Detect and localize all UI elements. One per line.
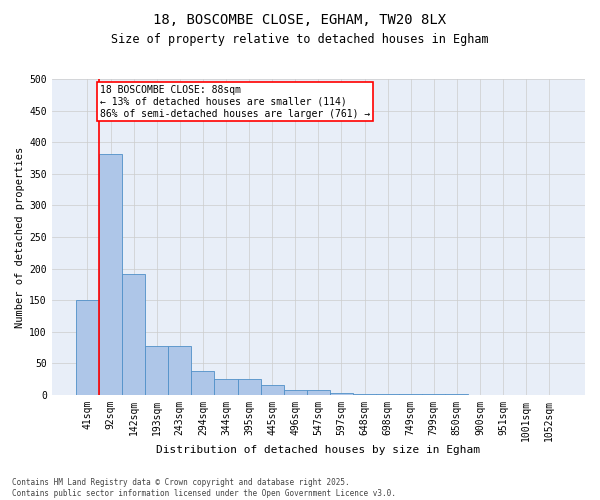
Bar [99,154,122,395]
Bar [399,394,422,395]
Y-axis label: Number of detached properties: Number of detached properties [15,146,25,328]
Text: 18 BOSCOMBE CLOSE: 88sqm
← 13% of detached houses are smaller (114)
86% of semi-: 18 BOSCOMBE CLOSE: 88sqm ← 13% of detach… [100,86,370,118]
Bar [422,394,445,395]
Bar [260,384,284,395]
Bar [168,346,191,395]
Bar [284,390,307,395]
X-axis label: Distribution of detached houses by size in Egham: Distribution of detached houses by size … [157,445,481,455]
Text: 18, BOSCOMBE CLOSE, EGHAM, TW20 8LX: 18, BOSCOMBE CLOSE, EGHAM, TW20 8LX [154,12,446,26]
Bar [376,394,399,395]
Bar [445,394,469,395]
Bar [238,379,260,395]
Bar [353,394,376,395]
Bar [330,393,353,395]
Bar [145,346,168,395]
Bar [191,371,214,395]
Bar [214,379,238,395]
Bar [76,300,99,395]
Text: Contains HM Land Registry data © Crown copyright and database right 2025.
Contai: Contains HM Land Registry data © Crown c… [12,478,396,498]
Bar [122,274,145,395]
Bar [307,390,330,395]
Text: Size of property relative to detached houses in Egham: Size of property relative to detached ho… [111,32,489,46]
